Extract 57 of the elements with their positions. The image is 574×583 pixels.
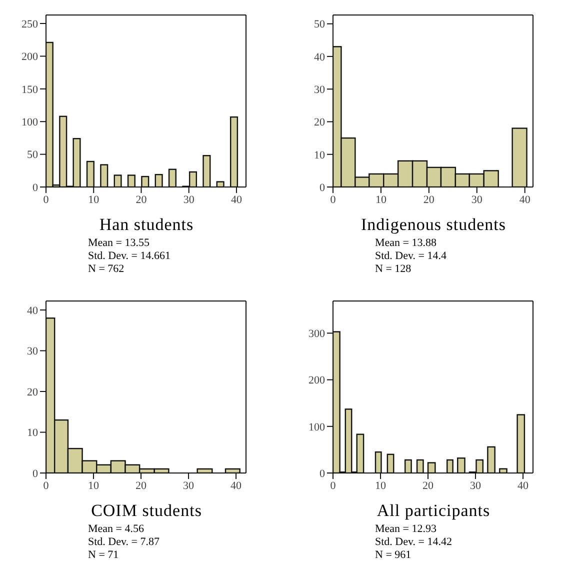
x-tick-label: 30 — [183, 480, 195, 492]
x-axis-title: Indigenous students — [360, 215, 508, 235]
y-tick-label: 40 — [314, 51, 326, 64]
x-tick-label: 10 — [375, 194, 387, 206]
x-axis-title: Han students — [98, 215, 195, 235]
x-tick-label: 0 — [330, 480, 336, 492]
x-tick-label: 20 — [136, 194, 148, 206]
y-tick-label: 10 — [27, 427, 38, 440]
y-tick-label: 30 — [27, 346, 38, 358]
x-tick-label: 40 — [518, 480, 530, 492]
text: N = 762 — [88, 263, 126, 276]
x-tick-label: 30 — [471, 194, 483, 206]
y-tick-label: 300 — [308, 328, 326, 340]
y-tick-label: 150 — [22, 84, 38, 96]
x-tick-label: 0 — [43, 480, 50, 492]
x-tick-label: 0 — [330, 194, 336, 206]
text: Mean = 4.56 — [88, 523, 145, 536]
y-tick-label: 250 — [22, 18, 38, 30]
y-tick-label: 0 — [320, 182, 326, 194]
x-tick-label: 10 — [88, 194, 100, 206]
y-tick-label: 0 — [32, 182, 38, 194]
y-tick-label: 0 — [32, 468, 38, 480]
text: Mean = 13.55 — [88, 237, 150, 250]
y-tick-label: 50 — [314, 18, 326, 31]
x-axis-title: All participants — [376, 501, 492, 521]
x-tick-label: 40 — [230, 194, 242, 206]
text: N = 128 — [375, 263, 412, 276]
y-tick-label: 100 — [308, 421, 326, 434]
x-tick-label: 10 — [88, 480, 100, 492]
y-tick-label: 10 — [314, 149, 326, 162]
x-tick-label: 20 — [136, 480, 148, 492]
y-tick-label: 40 — [27, 304, 38, 317]
y-tick-label: 0 — [320, 468, 326, 480]
x-tick-label: 30 — [183, 194, 195, 206]
x-tick-label: 20 — [423, 194, 435, 206]
x-tick-label: 40 — [519, 194, 531, 206]
text: Std. Dev. = 14.661 — [88, 250, 170, 263]
y-tick-label: 50 — [27, 149, 38, 162]
text: Std. Dev. = 7.87 — [88, 536, 160, 549]
text: N = 961 — [375, 549, 412, 562]
y-tick-label: 20 — [27, 386, 38, 398]
x-tick-label: 40 — [230, 480, 242, 492]
x-tick-label: 10 — [375, 480, 387, 492]
text: Mean = 13.88 — [375, 237, 438, 250]
x-tick-label: 30 — [470, 480, 482, 492]
text: N = 71 — [88, 549, 120, 562]
x-tick-label: 0 — [43, 194, 50, 206]
text: Std. Dev. = 14.4 — [375, 250, 446, 263]
x-axis-title: COIM students — [90, 501, 203, 521]
text: Std. Dev. = 14.42 — [375, 536, 452, 549]
text: Mean = 12.93 — [375, 523, 438, 536]
y-tick-label: 200 — [308, 374, 326, 387]
y-tick-label: 100 — [22, 116, 38, 129]
y-tick-label: 20 — [314, 116, 326, 129]
y-tick-label: 200 — [22, 51, 38, 64]
x-tick-label: 20 — [422, 480, 434, 492]
y-tick-label: 30 — [314, 84, 326, 96]
